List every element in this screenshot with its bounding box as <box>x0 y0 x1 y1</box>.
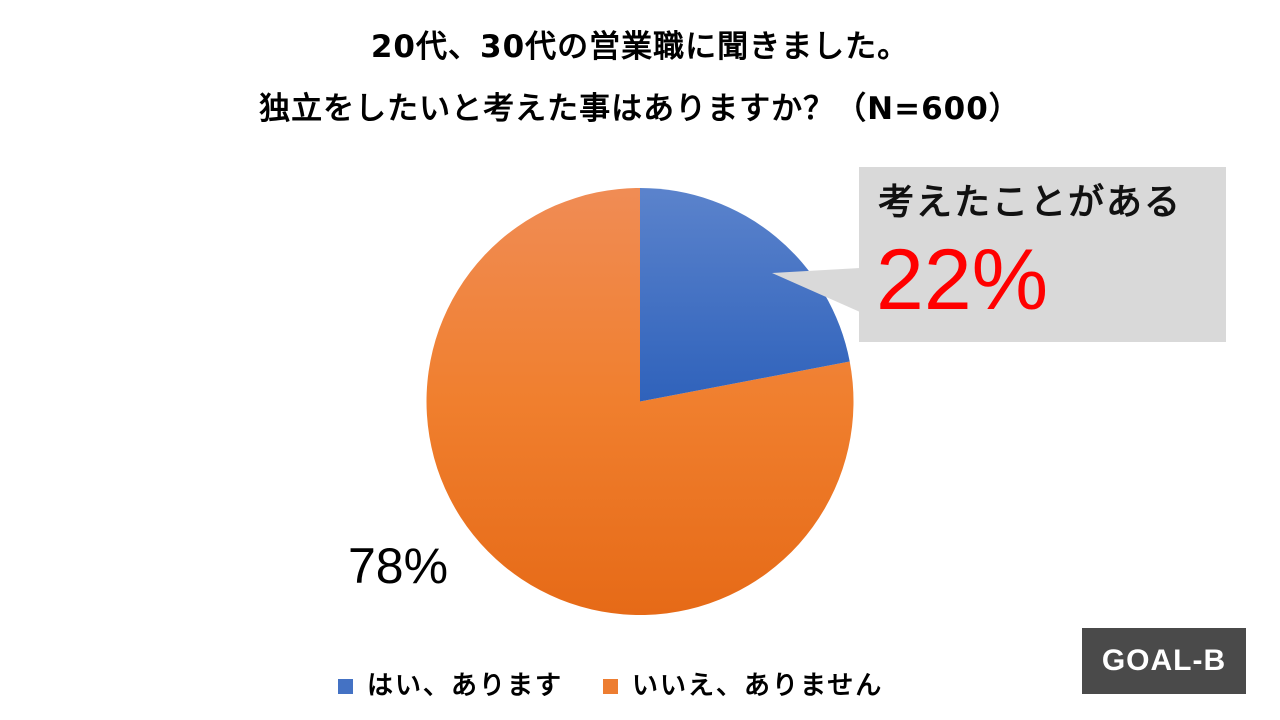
pie-slices <box>426 188 854 615</box>
legend-swatch-blue-icon <box>338 678 353 694</box>
legend-swatch-orange-icon <box>603 678 619 694</box>
callout-shape <box>772 167 1226 342</box>
chart-legend: はい、あります いいえ、ありません <box>338 670 923 702</box>
logo-text: GOAL-B <box>1101 644 1227 677</box>
data-label-no-percent: 78% <box>348 538 449 594</box>
chart-title-line-2: 独立をしたいと考えた事はありますか？（N=600） <box>259 91 1021 127</box>
legend-label-yes: はい、あります <box>367 671 564 701</box>
legend-item-yes[interactable]: はい、あります <box>338 670 563 702</box>
callout-value-yes-percent: 22% <box>876 232 1049 328</box>
chart-title-line-1: 20代、30代の営業職に聞きました。 <box>370 29 910 65</box>
goal-b-logo: GOAL-B <box>1082 628 1246 694</box>
pie-slice-no[interactable] <box>426 188 854 615</box>
callout-heading: 考えたことがある <box>878 182 1183 223</box>
legend-item-no[interactable]: いいえ、ありません <box>603 670 883 702</box>
pie-slice-yes[interactable] <box>640 188 850 402</box>
legend-label-no: いいえ、ありません <box>632 671 884 701</box>
